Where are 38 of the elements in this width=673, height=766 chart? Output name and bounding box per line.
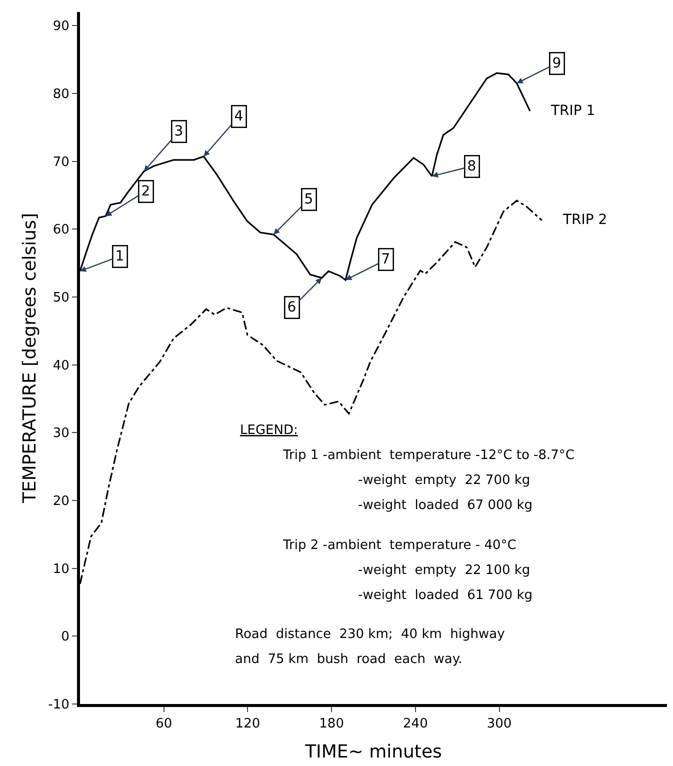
y-tick-label: 0 [61,630,70,645]
y-tick-label: 50 [52,290,70,306]
annotation: -weight loaded 61 700 kg [358,588,532,603]
x-axis-title: TIME~ minutes [304,742,442,763]
annotation: -weight empty 22 700 kg [358,473,530,488]
annotation: Road distance 230 km; 40 km highway [235,627,506,642]
y-axis-title: TEMPERATURE [degrees celsius] [19,213,40,504]
annotation: 4 [234,108,244,124]
annotation: 7 [381,251,390,268]
y-tick-label: 30 [52,426,70,442]
annotation: 2 [141,183,150,200]
x-tick-label: 120 [235,716,260,732]
annotation: 3 [174,123,184,140]
annotation: 6 [287,299,296,316]
x-tick-label: 180 [319,716,344,732]
annotation: -weight loaded 67 000 kg [358,498,532,513]
y-tick-label: 70 [52,154,70,170]
y-tick-label: 90 [52,19,70,34]
y-tick-label: 40 [52,358,70,374]
series-label: TRIP 1 [550,103,596,119]
annotation: -weight empty 22 100 kg [358,563,530,578]
y-tick-label: 10 [52,562,70,577]
y-tick-label: 80 [52,86,70,102]
annotation: Trip 1 -ambient temperature -12°C to -8.7°C [282,448,574,463]
annotation: 9 [552,55,562,72]
annotation: LEGEND: [240,423,298,438]
annotation: and 75 km bush road each way. [235,652,462,667]
annotation: 8 [467,158,476,174]
annotation: Trip 2 -ambient temperature - 40°C [282,538,516,553]
series-label: TRIP 2 [562,212,608,228]
y-tick-label: 20 [52,494,70,510]
y-tick-label: -10 [48,698,70,713]
annotation: 5 [304,191,314,208]
annotation: 1 [115,248,124,264]
x-tick-label: 300 [486,716,512,732]
x-tick-label: 60 [156,716,172,732]
x-tick-label: 240 [403,716,428,732]
y-tick-label: 60 [52,222,70,238]
